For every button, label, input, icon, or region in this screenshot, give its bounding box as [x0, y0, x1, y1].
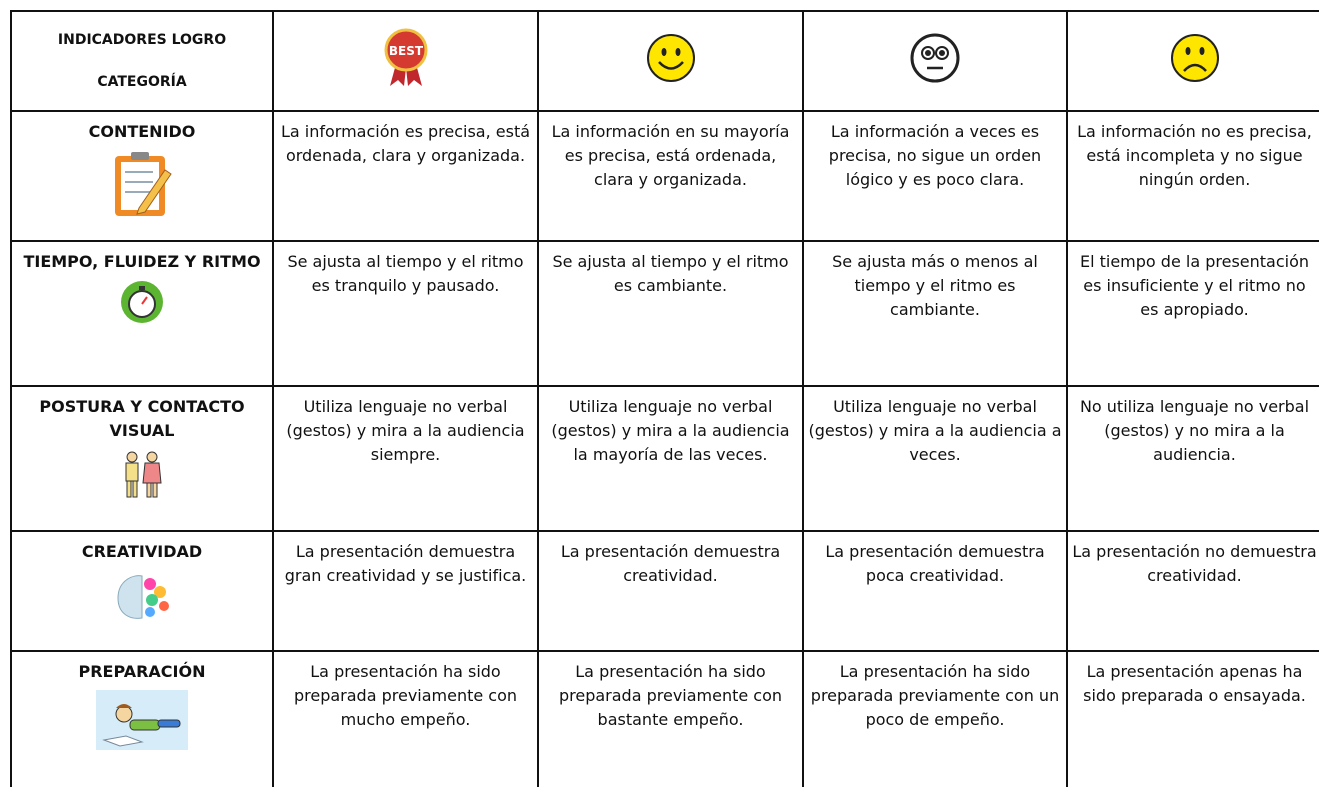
stopwatch-icon: [121, 281, 163, 323]
header-category: CATEGORÍA: [97, 74, 187, 90]
category-cell: PREPARACIÓN: [10, 650, 274, 787]
cell: Se ajusta al tiempo y el ritmo es tranqu…: [272, 240, 539, 387]
category: PREPARACIÓN: [78, 662, 206, 681]
cell: La información es precisa, está ordenada…: [272, 110, 539, 242]
cell: La presentación demuestra gran creativid…: [272, 530, 539, 652]
category: TIEMPO, FLUIDEZ Y RITMO: [23, 252, 261, 271]
rubric-table: INDICADORES LOGRO CATEGORÍA BEST: [10, 10, 1319, 787]
cell: El tiempo de la presentación es insufici…: [1066, 240, 1319, 387]
rubric: INDICADORES LOGRO CATEGORÍA BEST: [10, 10, 1319, 787]
best-badge: BEST: [384, 28, 427, 86]
row: CONTENIDO La información es precisa, est…: [10, 110, 1319, 242]
svg-text:BEST: BEST: [388, 44, 423, 58]
cell: Utiliza lenguaje no verbal (gestos) y mi…: [272, 385, 539, 532]
level-icon: [802, 10, 1068, 112]
cell: La información a veces es precisa, no si…: [802, 110, 1068, 242]
category: POSTURA Y CONTACTO VISUAL: [39, 397, 245, 440]
category: CONTENIDO: [88, 122, 196, 141]
cell: La presentación demuestra creatividad.: [537, 530, 804, 652]
studying-icon: [96, 690, 188, 750]
level-icon: [537, 10, 804, 112]
row: CREATIVIDAD La presentación demuestra gr…: [10, 530, 1319, 652]
category-cell: CONTENIDO: [10, 110, 274, 242]
cell: La información en su mayoría es precisa,…: [537, 110, 804, 242]
header-indicator: INDICADORES LOGRO: [57, 32, 227, 48]
sad-face: [1170, 33, 1219, 82]
happy-face: [646, 33, 695, 82]
category: CREATIVIDAD: [81, 542, 203, 561]
cell: Se ajusta más o menos al tiempo y el rit…: [802, 240, 1068, 387]
cell: La presentación ha sido preparada previa…: [272, 650, 539, 787]
neutral-face: [910, 33, 960, 82]
cell: La información no es precisa, está incom…: [1066, 110, 1319, 242]
cell: La presentación no demuestra creatividad…: [1066, 530, 1319, 652]
people-icon: [125, 451, 162, 498]
cell: La presentación ha sido preparada previa…: [802, 650, 1068, 787]
level-icon: [1066, 10, 1319, 112]
brain-icon: [117, 575, 169, 619]
cell: Se ajusta al tiempo y el ritmo es cambia…: [537, 240, 804, 387]
row: TIEMPO, FLUIDEZ Y RITMO Se ajusta al tie…: [10, 240, 1319, 387]
level-icon: BEST: [272, 10, 539, 112]
cell: No utiliza lenguaje no verbal (gestos) y…: [1066, 385, 1319, 532]
header-row: INDICADORES LOGRO CATEGORÍA BEST: [10, 10, 1319, 112]
clipboard-icon: [115, 152, 172, 216]
category-cell: TIEMPO, FLUIDEZ Y RITMO: [10, 240, 274, 387]
cell: La presentación demuestra poca creativid…: [802, 530, 1068, 652]
cell: Utiliza lenguaje no verbal (gestos) y mi…: [802, 385, 1068, 532]
cell: Utiliza lenguaje no verbal (gestos) y mi…: [537, 385, 804, 532]
row: POSTURA Y CONTACTO VISUAL Utiliza lengua…: [10, 385, 1319, 532]
header-cell: INDICADORES LOGRO CATEGORÍA: [10, 10, 274, 112]
row: PREPARACIÓN La presentación ha sido prep…: [10, 650, 1319, 787]
category-cell: CREATIVIDAD: [10, 530, 274, 652]
cell: La presentación ha sido preparada previa…: [537, 650, 804, 787]
category-cell: POSTURA Y CONTACTO VISUAL: [10, 385, 274, 532]
cell: La presentación apenas ha sido preparada…: [1066, 650, 1319, 787]
